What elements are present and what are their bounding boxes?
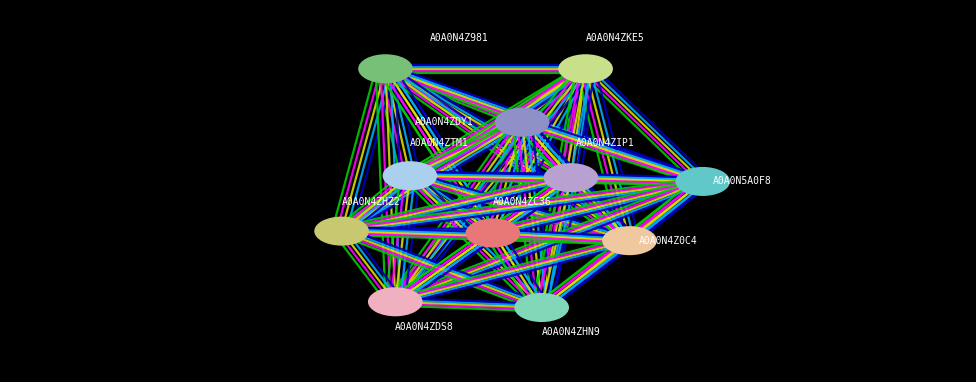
Text: A0A0N4ZKE5: A0A0N4ZKE5 (586, 33, 644, 43)
Text: A0A0N4ZHZ2: A0A0N4ZHZ2 (342, 197, 400, 207)
Text: A0A0N4Z0C4: A0A0N4Z0C4 (639, 236, 698, 246)
Ellipse shape (368, 287, 423, 316)
Text: A0A0N4Z981: A0A0N4Z981 (429, 33, 488, 43)
Ellipse shape (514, 293, 569, 322)
Text: A0A0N4ZDY1: A0A0N4ZDY1 (415, 117, 473, 127)
Ellipse shape (544, 163, 598, 192)
Text: A0A0N4ZHN9: A0A0N4ZHN9 (542, 327, 600, 337)
Text: A0A0N4ZTM1: A0A0N4ZTM1 (410, 138, 468, 148)
Ellipse shape (602, 226, 657, 255)
Text: A0A0N4ZIP1: A0A0N4ZIP1 (576, 138, 634, 148)
Ellipse shape (383, 161, 437, 190)
Ellipse shape (466, 219, 520, 248)
Text: A0A0N4ZC36: A0A0N4ZC36 (493, 197, 551, 207)
Ellipse shape (558, 54, 613, 83)
Ellipse shape (358, 54, 413, 83)
Ellipse shape (314, 217, 369, 246)
Ellipse shape (495, 108, 549, 137)
Text: A0A0N4ZDS8: A0A0N4ZDS8 (395, 322, 454, 332)
Ellipse shape (675, 167, 730, 196)
Text: A0A0N5A0F8: A0A0N5A0F8 (712, 176, 771, 186)
